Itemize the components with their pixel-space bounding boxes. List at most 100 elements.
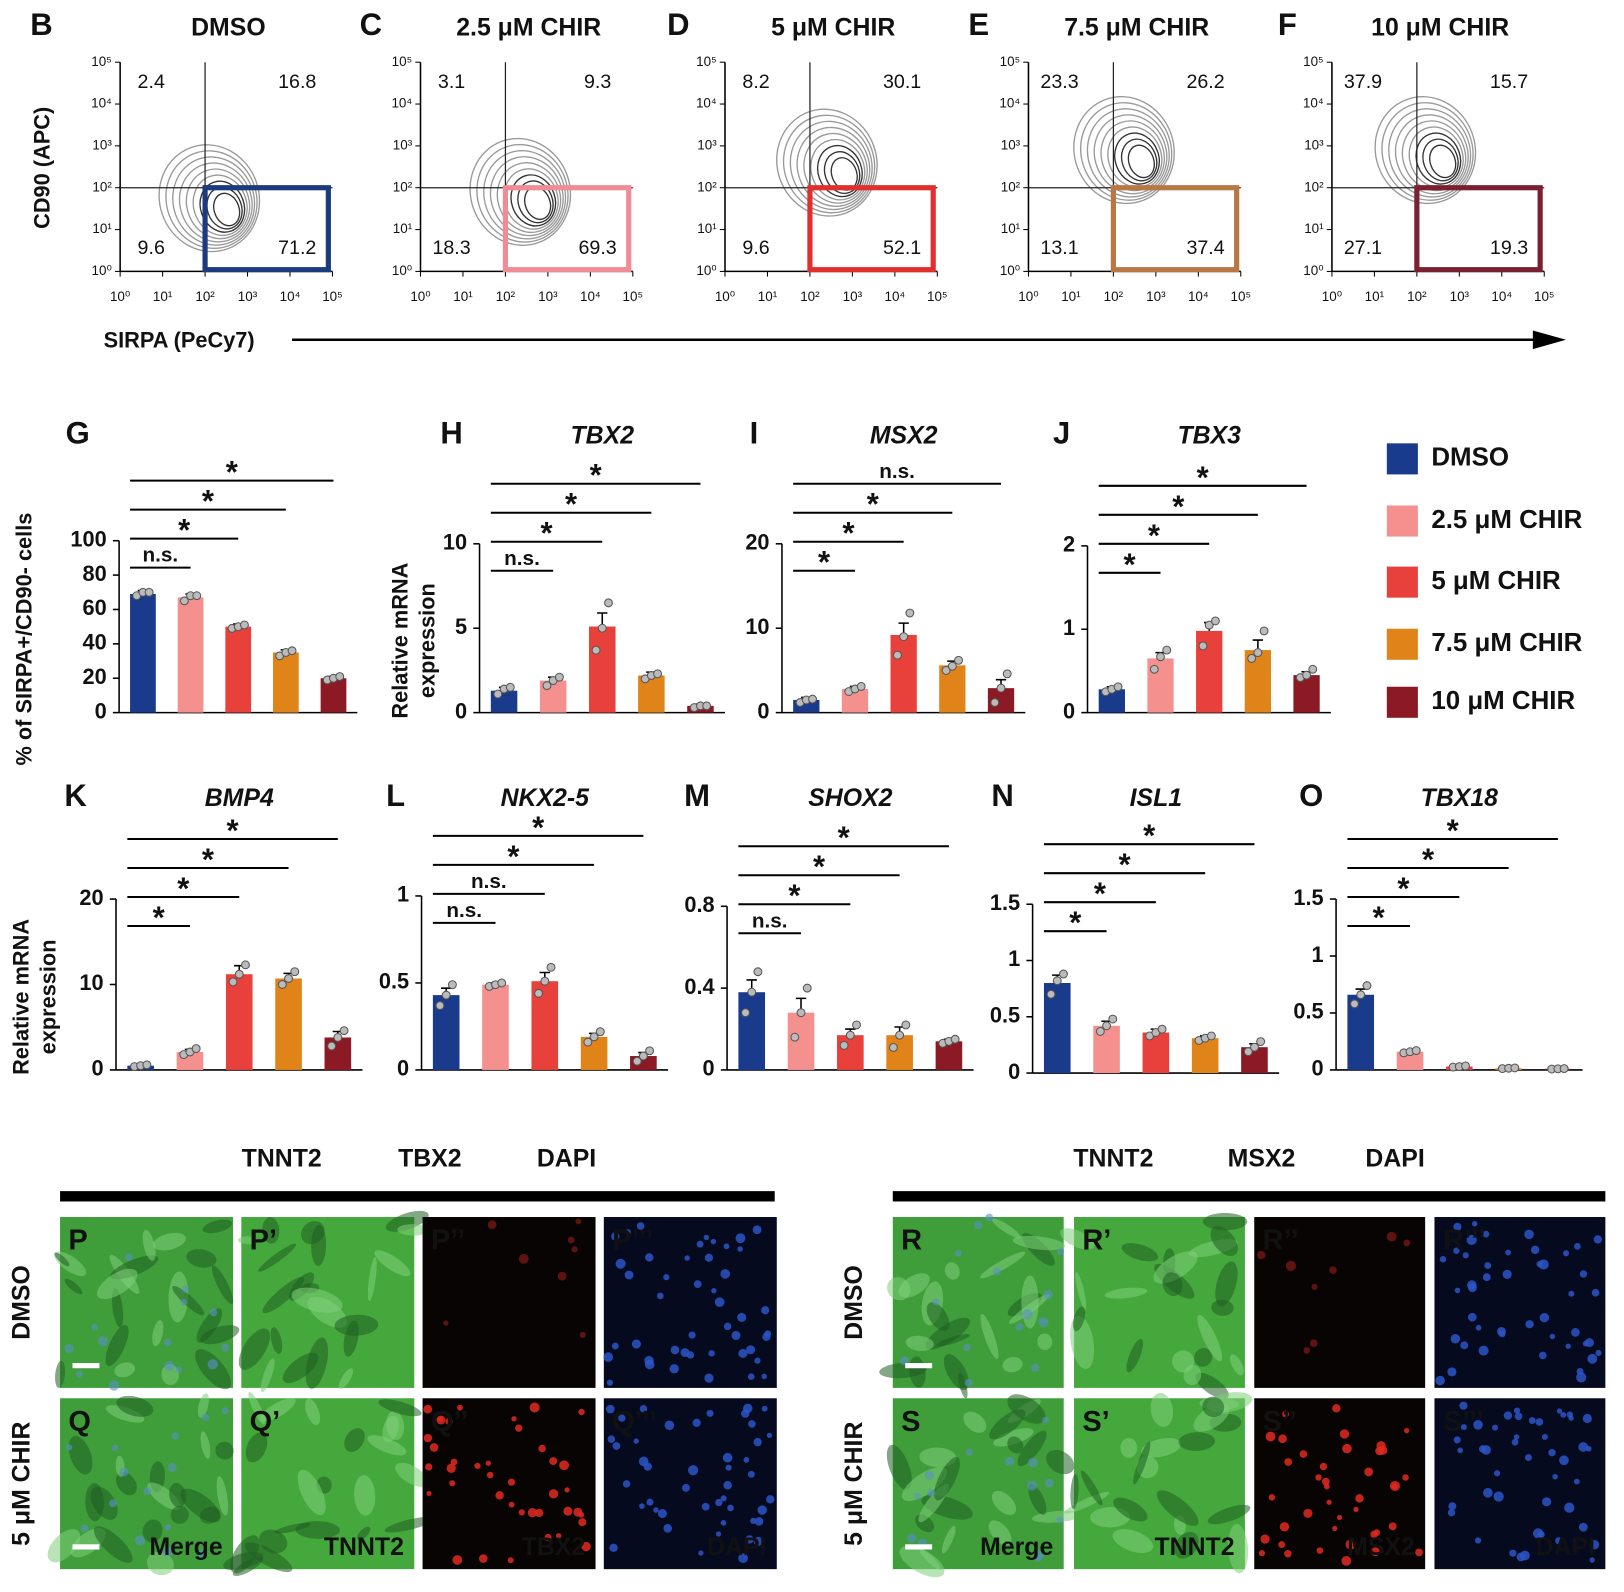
x-tick-label: 10² [1104,289,1124,304]
replicate-point [753,967,763,977]
cell-texture [55,1360,66,1388]
nucleus [715,1498,723,1507]
cell-texture [260,1358,275,1393]
nucleus [985,1213,994,1222]
replicate-point [447,980,457,990]
contour [158,144,261,253]
panel-letter: B [30,7,52,42]
replicate-point [950,1034,960,1044]
legend-swatch [1386,566,1418,598]
nucleus [644,1359,655,1370]
replicate-point [497,978,507,988]
cell-texture [153,1232,186,1251]
nucleus [1453,1247,1460,1254]
panel-letter: P’ [250,1225,277,1257]
panel-letter: S’ [1082,1406,1109,1438]
cell-texture [991,1490,1017,1515]
replicate-point [591,645,601,655]
nucleus [167,1462,177,1472]
channel-caption: Merge [149,1534,222,1561]
nucleus [429,1443,439,1452]
significance-label: * [1124,547,1137,582]
nucleus [515,1424,523,1432]
cell-texture [1012,1235,1066,1251]
replicate-point [947,661,957,671]
y-tick-label: 10⁴ [91,96,112,111]
nucleus [1260,1534,1270,1544]
panel-letter: C [360,7,382,42]
nucleus [748,1420,756,1428]
nucleus [723,1480,732,1490]
nucleus [1555,1537,1563,1545]
nucleus [663,1274,670,1281]
cell-texture [992,1218,1021,1239]
gate [202,185,331,273]
x-tick-label: 10⁰ [715,289,735,304]
nucleus [563,1506,573,1516]
quadrant-value: 26.2 [1186,71,1224,93]
y-tick-label: 10² [697,179,717,194]
significance-label: * [202,484,215,519]
nucleus [657,1508,667,1519]
nucleus [564,1487,570,1493]
gene-title: TBX3 [1177,423,1241,450]
replicate-point [1243,1047,1253,1057]
cell-texture [172,1285,205,1316]
nucleus [1373,1529,1381,1536]
replicate-point [895,1030,905,1040]
nucleus [1587,1353,1598,1364]
cell-texture [886,1444,912,1490]
cell-texture [1121,1243,1159,1262]
quadrant-value: 9.3 [584,71,611,93]
y-tick-label: 5 [455,614,467,639]
y-axis-label: expression [35,939,60,1054]
replicate-point [802,983,812,993]
significance-label: * [227,813,240,848]
nucleus [1056,1247,1065,1256]
y-axis-label: Relative mRNA [388,562,413,718]
nucleus [446,1463,456,1473]
x-tick-label: 10⁵ [1231,289,1252,304]
nucleus [1388,1522,1397,1531]
nucleus [680,1348,690,1358]
nucleus [1524,1229,1534,1240]
legend-label: 7.5 μM CHIR [1431,629,1582,657]
nucleus [1576,1372,1587,1383]
cell-texture [343,1320,359,1357]
nucleus [1502,1269,1512,1279]
micrograph [1254,1217,1426,1388]
gene-title: MSX2 [870,423,938,450]
contour [1388,108,1472,198]
bar [324,1037,352,1070]
cell-texture [1002,1357,1023,1373]
channel-label: DAPI [1365,1146,1424,1173]
nucleus [761,1405,768,1412]
replicate-point [595,1027,605,1037]
nucleus [745,1535,754,1544]
replicate-point [277,980,287,989]
contour [823,151,861,194]
nucleus [1538,1351,1547,1360]
y-tick-label: 1 [1008,946,1020,971]
channel-label: TNNT2 [242,1146,322,1173]
contour [1079,102,1173,201]
nucleus [1474,1537,1482,1544]
y-tick-label: 0 [455,698,467,723]
cell-texture [305,1337,329,1389]
significance-label: * [153,900,166,935]
nucleus [507,1557,514,1564]
y-tick-label: 20 [745,530,769,555]
y-tick-label: 0.4 [684,974,714,999]
replicate-point [333,1033,343,1042]
y-tick-label: 10¹ [393,221,413,236]
nucleus [1448,1502,1457,1511]
x-tick-label: 10³ [1450,289,1470,304]
x-tick-label: 10⁵ [1534,289,1555,304]
nucleus [80,1524,89,1532]
nucleus [456,1404,463,1411]
y-tick-label: 0 [1312,1056,1324,1081]
divider-bar [60,1191,775,1202]
cell-texture [1126,1338,1144,1373]
cell-texture [1037,1333,1053,1351]
